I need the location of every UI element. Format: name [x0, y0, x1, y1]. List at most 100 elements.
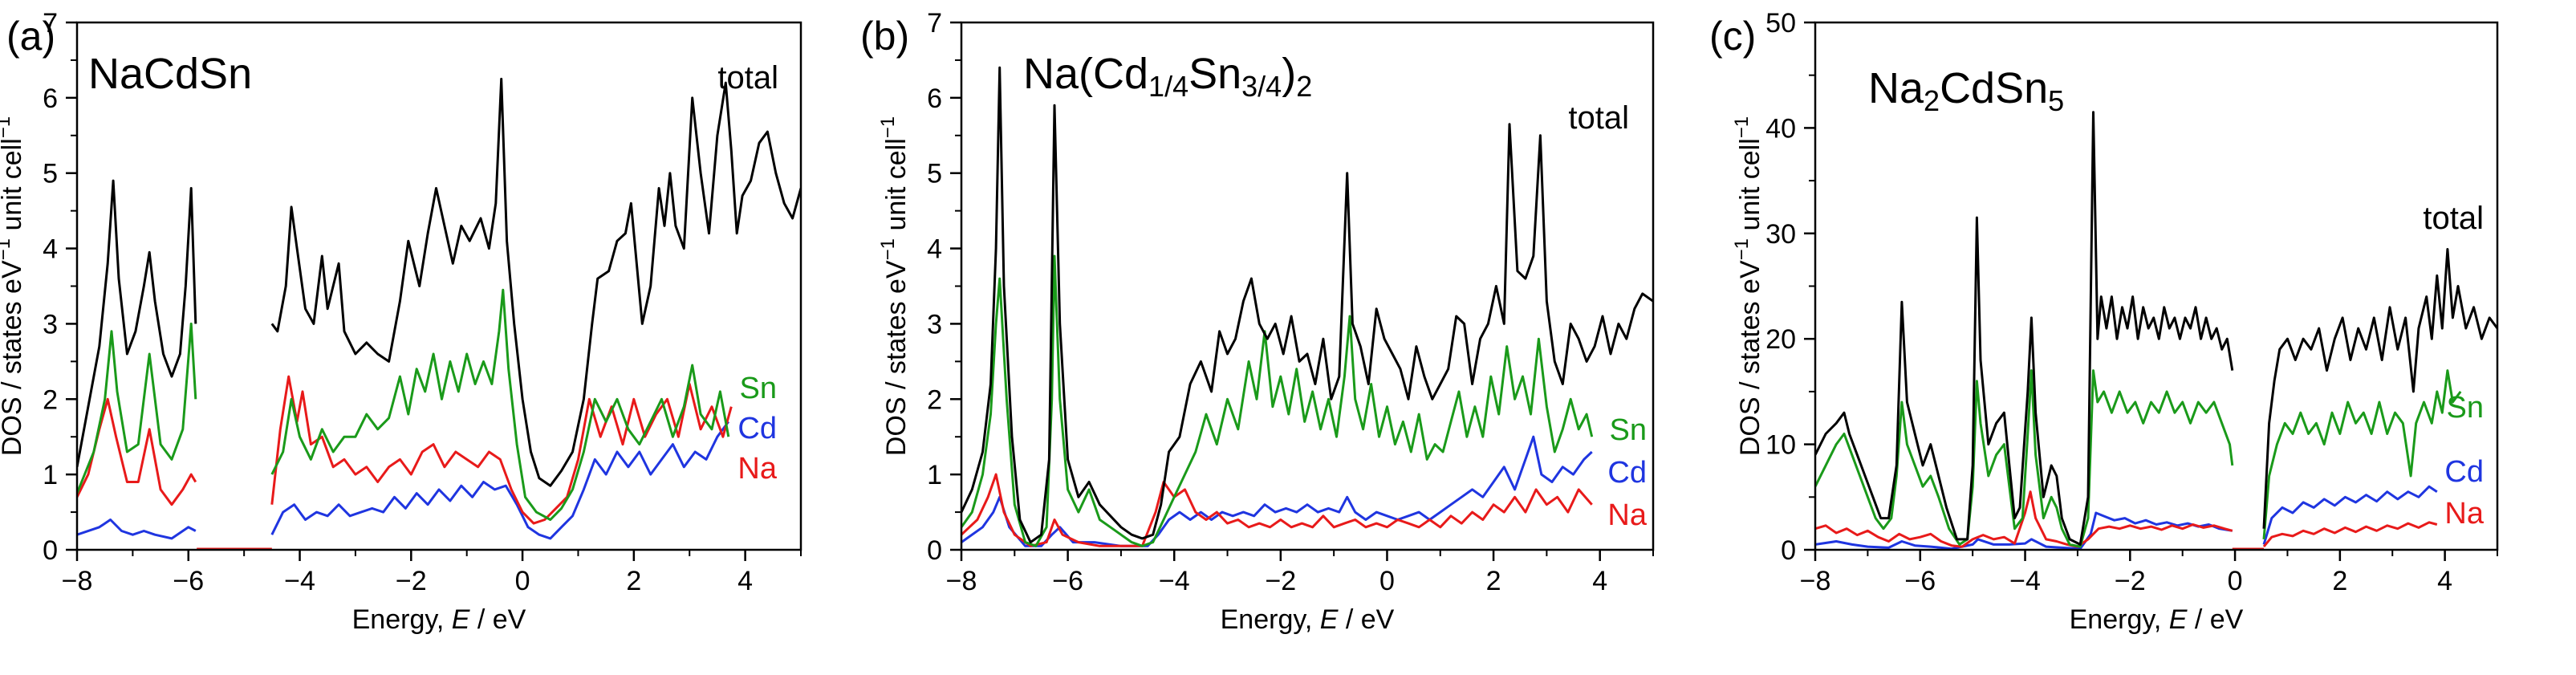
- series-line-cd: [1815, 511, 2233, 550]
- y-axis-label-sup: −1: [877, 116, 899, 138]
- x-tick-label: −8: [1800, 566, 1831, 596]
- material-title: Na2CdSn5: [1868, 64, 2064, 117]
- legend-label-sn: Sn: [2447, 391, 2484, 425]
- y-tick-label: 0: [43, 535, 58, 566]
- series-line-sn: [1815, 369, 2234, 548]
- series-line-sn: [77, 322, 197, 494]
- y-tick-label: 7: [43, 8, 58, 39]
- x-tick-label: −6: [173, 566, 204, 596]
- dos-traces: [961, 66, 1653, 547]
- material-title: NaCdSn: [88, 50, 252, 98]
- x-axis-label-unit: / eV: [469, 604, 526, 635]
- total-series-label: total: [717, 60, 778, 96]
- x-tick-label: −2: [396, 566, 427, 596]
- x-tick-label: −4: [1159, 566, 1190, 596]
- y-tick-label: 4: [927, 234, 942, 265]
- material-title-part: ): [1282, 50, 1296, 98]
- x-tick-label: 2: [626, 566, 641, 596]
- y-axis-label-mid: unit cell: [1735, 138, 1765, 238]
- y-tick-label: 3: [927, 309, 942, 340]
- series-line-total: [1815, 111, 2234, 546]
- legend-label-sn: Sn: [1610, 413, 1647, 447]
- y-tick-label: 3: [43, 309, 58, 340]
- y-axis-label-mid: unit cell: [0, 138, 27, 238]
- material-title-part: CdSn: [1940, 64, 2048, 112]
- x-tick-label: 4: [737, 566, 753, 596]
- x-axis-title: Energy, E / eV: [2070, 604, 2244, 635]
- panel-a: (a) −8 −6 −4 −2 0 2 4 0 1 2 3 4 5 6 7 Energy, E / eV DOS …: [0, 8, 802, 635]
- y-tick-label: 30: [1765, 219, 1796, 250]
- x-tick-label: 0: [2228, 566, 2243, 596]
- series-line-na: [2262, 521, 2438, 548]
- x-tick-label: −8: [62, 566, 93, 596]
- y-tick-label: 6: [43, 83, 58, 114]
- series-line-cd: [270, 421, 730, 540]
- y-axis-label-text: DOS / states eV: [1735, 260, 1765, 456]
- x-tick-label: −8: [946, 566, 977, 596]
- y-tick-label: 1: [43, 460, 58, 490]
- total-series-label: total: [2423, 201, 2484, 236]
- series-line-sn: [270, 288, 730, 521]
- total-series-label: total: [1568, 100, 1629, 136]
- y-axis-label-sup: −1: [0, 116, 14, 138]
- x-axis-label-text: Energy,: [352, 604, 452, 635]
- x-axis-label-unit: / eV: [1338, 604, 1394, 635]
- x-tick-label: 0: [1379, 566, 1395, 596]
- panel-letter: (b): [860, 14, 909, 59]
- series-line-cd: [961, 435, 1593, 547]
- x-tick-label: 2: [1486, 566, 1501, 596]
- y-tick-label: 0: [1781, 535, 1796, 566]
- material-title-subscript: 1/4: [1148, 70, 1188, 103]
- material-title-subscript: 2: [1296, 70, 1312, 103]
- y-tick-label: 5: [927, 159, 942, 189]
- material-title-subscript: 3/4: [1241, 70, 1282, 103]
- y-tick-label: 2: [927, 384, 942, 415]
- x-axis-label-var: E: [2169, 604, 2188, 635]
- x-tick-label: 4: [1592, 566, 1607, 596]
- y-axis-title: DOS / states eV−1 unit cell−1: [1731, 116, 1765, 456]
- x-axis-label-unit: / eV: [2187, 604, 2243, 635]
- y-tick-label: 1: [927, 460, 942, 490]
- series-line-cd: [2262, 485, 2438, 545]
- x-tick-label: −4: [284, 566, 315, 596]
- panel-letter: (c): [1709, 14, 1756, 59]
- material-title-part: Na: [1868, 64, 1924, 112]
- x-tick-label: 2: [2332, 566, 2347, 596]
- series-line-na: [961, 473, 1593, 547]
- y-axis-title: DOS / states eV−1 unit cell−1: [877, 116, 912, 456]
- x-tick-label: −6: [1052, 566, 1083, 596]
- y-axis-label-mid: unit cell: [881, 138, 912, 238]
- x-tick-label: 4: [2437, 566, 2452, 596]
- panel-b: (b) −8 −6 −4 −2 0 2 4 0 1 2 3 4 5 6 7 Energy, E / eV DOS …: [860, 8, 1655, 635]
- panel-letter: (a): [6, 14, 55, 59]
- x-axis-label-var: E: [452, 604, 470, 635]
- legend-label-cd: Cd: [2444, 455, 2484, 489]
- series-line-total: [77, 179, 197, 468]
- x-axis-title: Energy, E / eV: [1221, 604, 1395, 635]
- y-axis-title: DOS / states eV−1 unit cell−1: [0, 116, 27, 456]
- y-axis-label-sup: −1: [1731, 238, 1753, 260]
- y-tick-label: 0: [927, 535, 942, 566]
- y-tick-label: 6: [927, 83, 942, 114]
- material-title-subscript: 2: [1924, 84, 1940, 117]
- material-title: Na(Cd1/4Sn3/4)2: [1023, 50, 1312, 103]
- legend-label-cd: Cd: [1607, 456, 1647, 490]
- series-line-total: [2262, 248, 2497, 529]
- x-axis-label-text: Energy,: [1221, 604, 1320, 635]
- y-tick-label: 20: [1765, 324, 1796, 355]
- dos-traces: [1815, 111, 2497, 550]
- y-tick-label: 50: [1765, 8, 1796, 39]
- material-title-part: Na(Cd: [1023, 50, 1148, 98]
- y-tick-label: 7: [927, 8, 942, 39]
- legend-label-cd: Cd: [737, 412, 777, 445]
- x-axis-label-var: E: [1320, 604, 1339, 635]
- legend-label-na: Na: [2444, 497, 2484, 531]
- series-line-cd: [77, 518, 197, 540]
- x-axis-label-text: Energy,: [2070, 604, 2169, 635]
- y-axis-label-text: DOS / states eV: [881, 260, 912, 456]
- dos-traces: [77, 77, 801, 550]
- material-title-part: NaCdSn: [88, 50, 252, 98]
- material-title-subscript: 5: [2048, 84, 2064, 117]
- x-tick-label: −6: [1904, 566, 1936, 596]
